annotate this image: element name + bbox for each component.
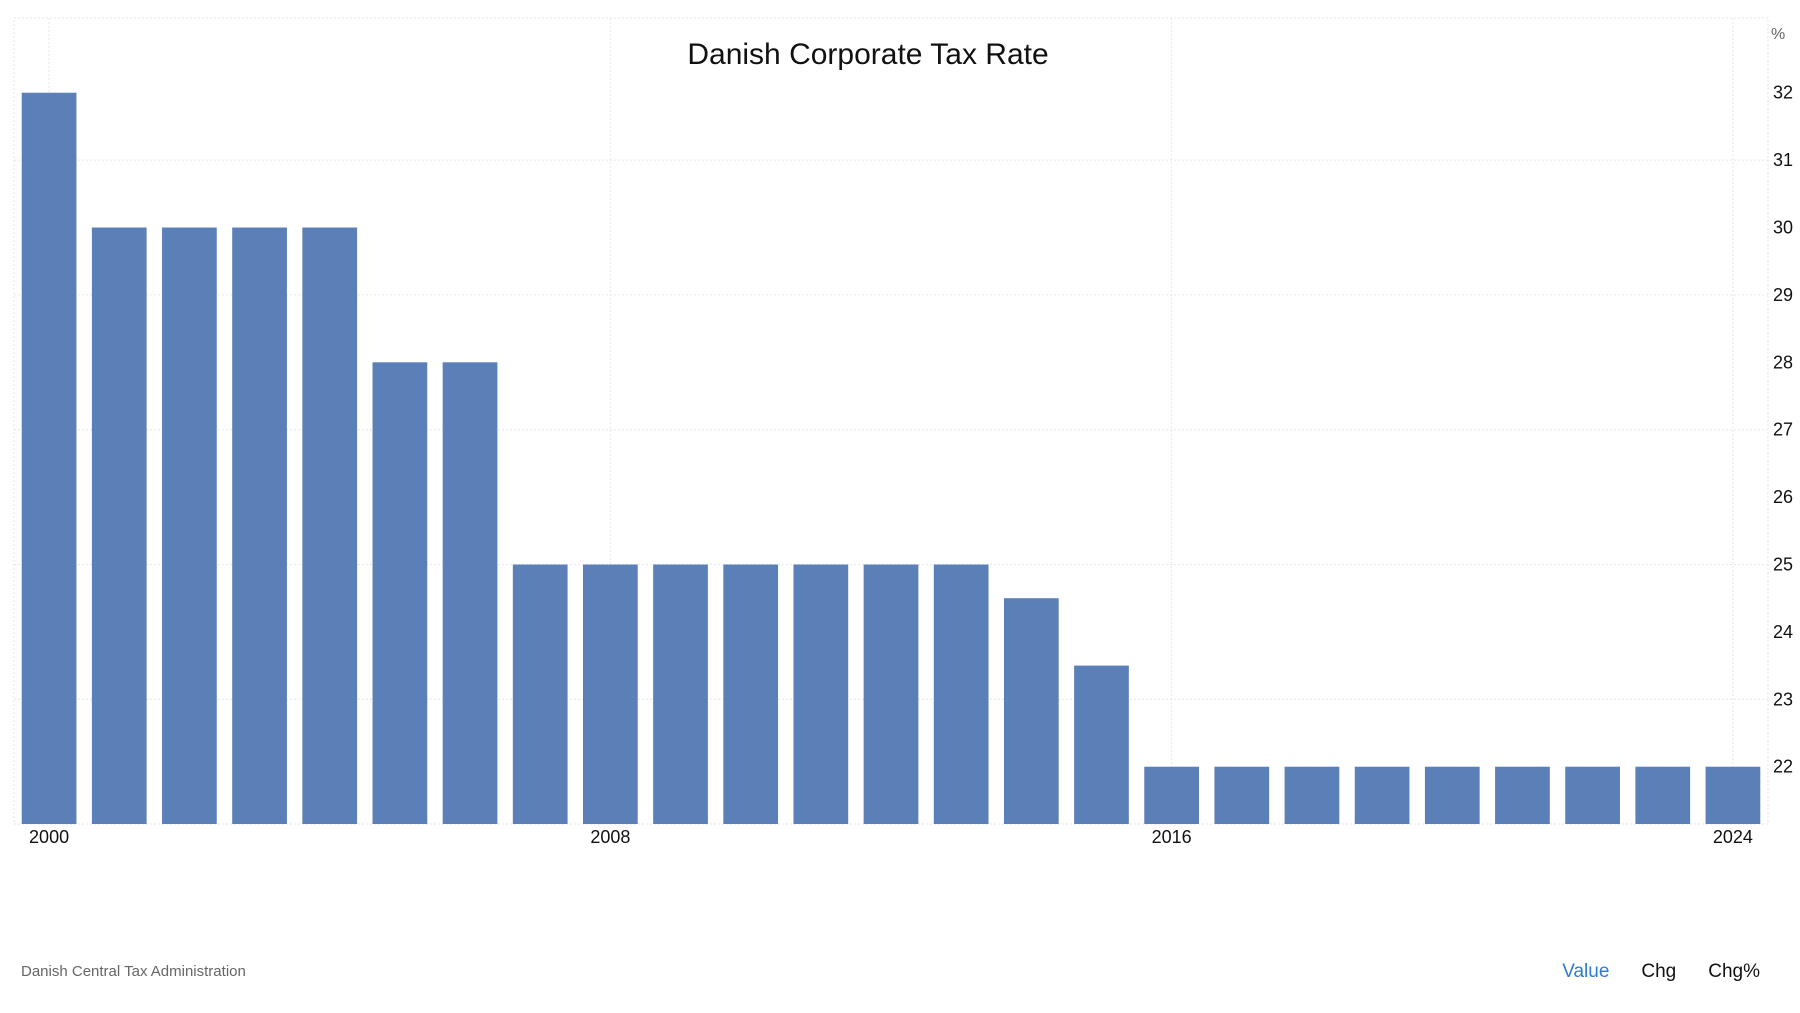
bar-2018[interactable] (1284, 766, 1340, 824)
x-axis: 2000 2008 2016 2024 (29, 827, 1753, 847)
y-tick-label: 24 (1773, 622, 1793, 642)
y-tick-label: 31 (1773, 150, 1793, 170)
tab-value[interactable]: Value (1562, 961, 1610, 982)
y-tick-label: 30 (1773, 218, 1793, 238)
bar-2013[interactable] (933, 564, 989, 824)
bar-2024[interactable] (1705, 766, 1761, 824)
bar-2019[interactable] (1354, 766, 1410, 824)
y-tick-label: 25 (1773, 555, 1793, 575)
bar-2015[interactable] (1074, 665, 1129, 824)
bar-2017[interactable] (1214, 766, 1270, 824)
bar-2016[interactable] (1144, 766, 1200, 824)
bar-2007[interactable] (512, 564, 568, 824)
bar-2014[interactable] (1003, 598, 1059, 824)
bar-2022[interactable] (1565, 766, 1620, 824)
x-tick-label: 2000 (29, 827, 69, 847)
y-tick-label: 26 (1773, 487, 1793, 507)
tab-chg[interactable]: Chg (1641, 961, 1677, 982)
chart-title: Danish Corporate Tax Rate (687, 38, 1048, 71)
bar-2011[interactable] (793, 564, 849, 824)
y-tick-label: 22 (1773, 757, 1793, 777)
bar-2008[interactable] (582, 564, 638, 824)
bar-2010[interactable] (723, 564, 779, 824)
y-tick-label: 23 (1773, 689, 1793, 709)
bar-2004[interactable] (302, 227, 358, 824)
bar-2023[interactable] (1635, 766, 1691, 824)
bar-2003[interactable] (232, 227, 287, 824)
bar-2012[interactable] (863, 564, 919, 824)
x-tick-label: 2016 (1152, 827, 1192, 847)
bar-2021[interactable] (1495, 766, 1550, 824)
bars (21, 92, 1761, 824)
bar-2020[interactable] (1424, 766, 1480, 824)
bar-2000[interactable] (21, 92, 77, 824)
bar-2006[interactable] (442, 362, 498, 824)
y-tick-label: 28 (1773, 352, 1793, 372)
y-tick-label: 27 (1773, 420, 1793, 440)
y-axis: 22 23 24 25 26 27 28 29 30 31 32 (1773, 83, 1793, 777)
y-axis-unit: % (1771, 26, 1785, 43)
bar-2009[interactable] (653, 564, 708, 824)
source-label: Danish Central Tax Administration (21, 963, 246, 980)
x-tick-label: 2008 (590, 827, 630, 847)
view-tabs: Value Chg Chg% (1562, 961, 1760, 983)
tab-chg-percent[interactable]: Chg% (1708, 961, 1760, 982)
bar-2005[interactable] (372, 362, 428, 824)
bar-2001[interactable] (91, 227, 147, 824)
y-tick-label: 32 (1773, 83, 1793, 103)
bar-2002[interactable] (162, 227, 217, 824)
y-tick-label: 29 (1773, 285, 1793, 305)
x-tick-label: 2024 (1713, 827, 1753, 847)
